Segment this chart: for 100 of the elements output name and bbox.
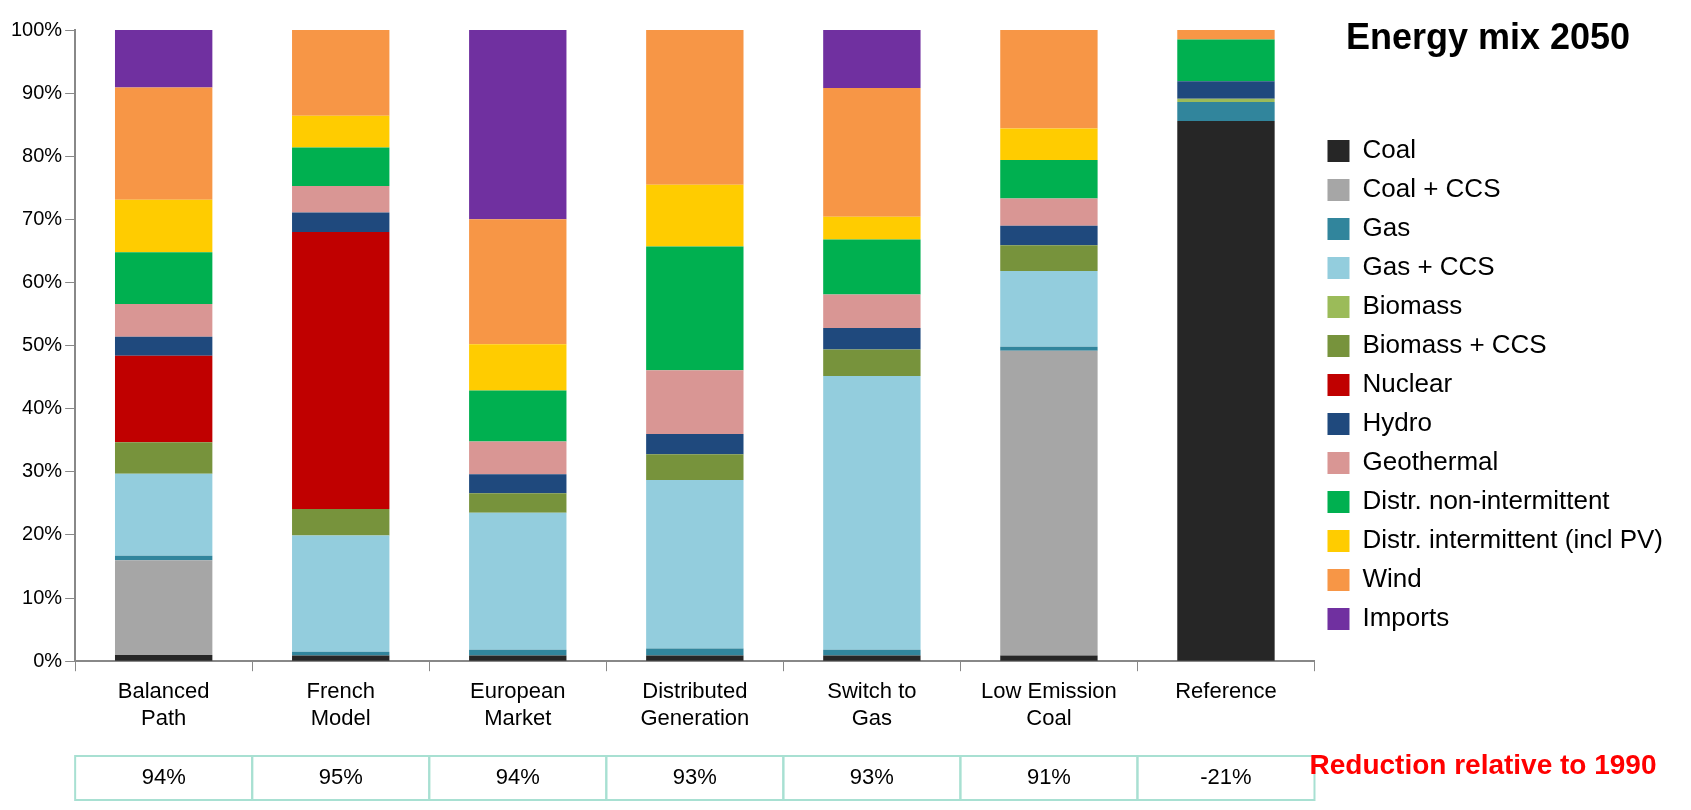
bar: [469, 649, 567, 656]
bar: [823, 375, 921, 650]
bar: [1000, 160, 1098, 199]
legend-label: Gas + CCS: [1362, 251, 1495, 282]
bar: [114, 473, 213, 556]
bar: [469, 219, 567, 345]
bar: [292, 147, 390, 186]
legend-label: Coal + CCS: [1362, 173, 1501, 204]
bar: [823, 649, 921, 656]
legend-label: Nuclear: [1362, 368, 1453, 399]
text: Energy mix 2050: [1344, 16, 1632, 58]
bar: [469, 390, 567, 442]
bar: [114, 654, 213, 661]
bar: [292, 185, 390, 213]
bar: [823, 294, 921, 328]
bar: [823, 216, 921, 240]
bar: [292, 115, 390, 148]
bar: [1000, 350, 1098, 656]
text: 94%: [495, 764, 540, 790]
y-tick-label: 70%: [22, 206, 63, 229]
y-tick-label: 0%: [33, 648, 63, 671]
bar: [1000, 245, 1098, 272]
x-tick-label: Switch to Gas: [827, 678, 917, 730]
bar: [114, 560, 213, 655]
bar: [1000, 198, 1098, 226]
bar: [1000, 655, 1098, 661]
text: 93%: [849, 764, 894, 790]
bar: [292, 30, 390, 116]
bar: [114, 442, 213, 474]
legend-label: Distr. intermittent (incl PV): [1362, 524, 1663, 555]
bar: [1177, 98, 1275, 102]
bar: [292, 509, 390, 536]
text: Reduction relative to 1990: [1309, 748, 1657, 780]
bar: [469, 655, 567, 661]
bar: [469, 441, 567, 475]
bar: [646, 370, 744, 434]
y-tick-label: 30%: [22, 459, 63, 482]
y-tick-label: 20%: [22, 522, 63, 545]
text: 91%: [1026, 764, 1071, 790]
y-tick-label: 50%: [22, 333, 63, 356]
bar: [1177, 101, 1275, 121]
legend-label: Biomass + CCS: [1362, 329, 1547, 360]
x-tick-label: French Model: [306, 678, 375, 730]
bar: [1000, 271, 1098, 347]
bar: [1177, 120, 1275, 661]
bar: [469, 474, 567, 494]
bar: [114, 252, 213, 304]
bar: [114, 355, 213, 443]
x-tick-label: Low Emission Coal: [981, 678, 1117, 730]
legend-label: Wind: [1362, 563, 1422, 594]
bar: [1000, 30, 1098, 129]
bar: [114, 87, 213, 200]
bar: [646, 184, 744, 247]
bar: [1000, 225, 1098, 246]
bar: [1000, 128, 1098, 161]
y-tick-label: 60%: [22, 270, 63, 292]
legend-label: Hydro: [1362, 407, 1432, 438]
bar: [1177, 81, 1275, 99]
bar: [646, 30, 744, 185]
x-tick-label: Reference: [1175, 678, 1277, 704]
y-tick-label: 40%: [22, 396, 63, 419]
bar: [469, 30, 567, 220]
bar: [646, 648, 744, 656]
legend-label: Gas: [1362, 212, 1411, 243]
bar: [646, 655, 744, 661]
bar: [114, 199, 213, 253]
legend-label: Imports: [1362, 602, 1450, 633]
bar: [292, 231, 390, 510]
bar: [292, 212, 390, 232]
bar: [1177, 39, 1275, 82]
y-tick-label: 80%: [22, 143, 63, 166]
legend-label: Geothermal: [1362, 446, 1499, 477]
bar: [469, 512, 567, 650]
bar: [646, 454, 744, 481]
bar: [292, 655, 390, 661]
text: 94%: [141, 764, 186, 790]
bar: [469, 493, 567, 513]
legend-label: Distr. non-intermittent: [1362, 485, 1611, 516]
bar: [114, 303, 213, 337]
y-tick-label: 90%: [22, 80, 63, 103]
bar: [114, 555, 213, 561]
bar: [1177, 30, 1275, 40]
bar: [823, 88, 921, 217]
bar: [823, 30, 921, 89]
legend-label: Biomass: [1362, 290, 1463, 321]
bar: [646, 246, 744, 371]
bar: [646, 433, 744, 455]
y-tick-label: 100%: [11, 17, 63, 40]
bar: [114, 30, 213, 88]
text: -21%: [1200, 764, 1252, 790]
bar: [823, 327, 921, 350]
legend-label: Coal: [1362, 134, 1416, 165]
bar: [823, 655, 921, 661]
bar: [292, 651, 390, 656]
x-tick-label: Balanced Path: [117, 678, 210, 730]
x-tick-label: Distributed Generation: [640, 678, 750, 730]
bar: [823, 239, 921, 295]
bar: [823, 349, 921, 376]
bar: [646, 480, 744, 649]
bar: [114, 336, 213, 356]
